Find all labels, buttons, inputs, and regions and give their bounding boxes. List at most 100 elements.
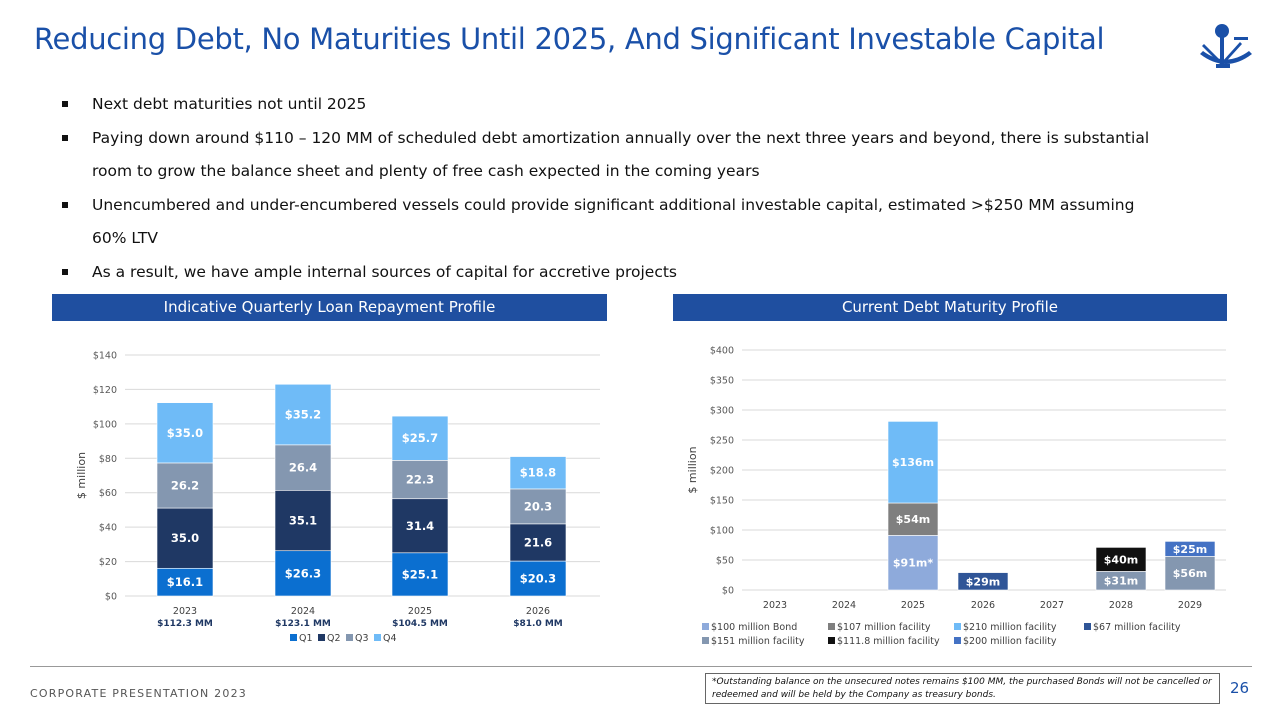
- legend-entry: Q4: [383, 633, 397, 644]
- data-label: $35.0: [167, 426, 203, 440]
- footer-divider: [30, 666, 1252, 667]
- legend-entry: $67 million facility: [1093, 622, 1181, 633]
- legend-swatch: [346, 634, 353, 641]
- bar-segment: [1095, 547, 1147, 572]
- legend-entry: $200 million facility: [963, 636, 1057, 647]
- legend-entry: $151 million facility: [711, 636, 805, 647]
- bar-segment: [509, 523, 567, 562]
- legend-swatch: [318, 634, 325, 641]
- data-label: 20.3: [524, 499, 552, 513]
- x-tick-label: 2024: [291, 606, 315, 617]
- y-tick-label: $300: [710, 406, 734, 417]
- category-total: $123.1 MM: [275, 619, 331, 629]
- x-tick-label: 2024: [832, 600, 856, 611]
- data-label: $56m: [1173, 567, 1207, 580]
- bullet-item: Next debt maturities not until 2025: [62, 88, 1172, 122]
- bar-segment: [391, 460, 449, 500]
- y-tick-label: $100: [93, 419, 117, 430]
- x-tick-label: 2023: [763, 600, 787, 611]
- data-label: $91m*: [893, 557, 933, 570]
- legend-swatch: [290, 634, 297, 641]
- page-title: Reducing Debt, No Maturities Until 2025,…: [34, 22, 1105, 56]
- legend-swatch: [1084, 623, 1091, 630]
- data-label: $25m: [1173, 543, 1207, 556]
- bar-segment: [1164, 556, 1216, 591]
- data-label: 35.0: [171, 531, 199, 545]
- x-tick-label: 2027: [1040, 600, 1064, 611]
- data-label: 21.6: [524, 535, 552, 549]
- x-tick-label: 2023: [173, 606, 197, 617]
- footer-text: CORPORATE PRESENTATION 2023: [30, 687, 247, 700]
- legend-entry: Q1: [299, 633, 313, 644]
- y-tick-label: $40: [99, 523, 117, 534]
- data-label: $20.3: [520, 572, 556, 586]
- data-label: $35.2: [285, 408, 321, 422]
- footnote: *Outstanding balance on the unsecured no…: [705, 673, 1220, 704]
- legend-entry: $107 million facility: [837, 622, 931, 633]
- bullet-item: Paying down around $110 – 120 MM of sche…: [62, 122, 1172, 189]
- bullet-item: As a result, we have ample internal sour…: [62, 256, 1172, 290]
- y-axis-label: $ million: [75, 452, 88, 499]
- bar-segment: [274, 550, 332, 597]
- bar-segment: [156, 567, 214, 597]
- data-label: $29m: [966, 575, 1000, 588]
- bar-segment: [156, 507, 214, 569]
- data-label: 22.3: [406, 473, 434, 487]
- data-label: $40m: [1104, 553, 1138, 566]
- chart2-header: Current Debt Maturity Profile: [673, 294, 1227, 321]
- bar-segment: [274, 490, 332, 552]
- bar-segment: [391, 415, 449, 461]
- category-total: $112.3 MM: [157, 619, 213, 629]
- data-label: 26.2: [171, 478, 199, 492]
- x-tick-label: 2026: [971, 600, 995, 611]
- x-tick-label: 2026: [526, 606, 550, 617]
- bar-segment: [509, 456, 567, 490]
- x-tick-label: 2025: [901, 600, 925, 611]
- bar-segment: [509, 488, 567, 525]
- data-label: $136m: [892, 456, 934, 469]
- bar-segment: [156, 402, 214, 464]
- data-label: $25.1: [402, 567, 438, 581]
- y-tick-label: $200: [710, 466, 734, 477]
- y-tick-label: $50: [716, 556, 734, 567]
- y-tick-label: $0: [722, 586, 734, 597]
- legend-entry: $210 million facility: [963, 622, 1057, 633]
- page-number: 26: [1230, 679, 1250, 697]
- bullet-item: Unencumbered and under-encumbered vessel…: [62, 189, 1172, 256]
- y-tick-label: $250: [710, 436, 734, 447]
- bullet-list: Next debt maturities not until 2025 Payi…: [62, 88, 1172, 289]
- y-tick-label: $150: [710, 496, 734, 507]
- bar-segment: [957, 572, 1009, 591]
- data-label: $25.7: [402, 431, 438, 445]
- legend-swatch: [828, 623, 835, 630]
- legend-entry: $100 million Bond: [711, 622, 797, 633]
- y-tick-label: $120: [93, 385, 117, 396]
- chart1-header: Indicative Quarterly Loan Repayment Prof…: [52, 294, 607, 321]
- data-label: 35.1: [289, 514, 317, 528]
- y-axis-label: $ million: [686, 446, 699, 493]
- legend-entry: $111.8 million facility: [837, 636, 940, 647]
- data-label: $54m: [896, 513, 930, 526]
- legend-entry: Q2: [327, 633, 341, 644]
- category-total: $104.5 MM: [392, 619, 448, 629]
- legend-swatch: [702, 623, 709, 630]
- bar-segment: [274, 383, 332, 446]
- bar-segment: [156, 462, 214, 509]
- data-label: $31m: [1104, 575, 1138, 588]
- y-tick-label: $80: [99, 454, 117, 465]
- x-tick-label: 2025: [408, 606, 432, 617]
- data-label: $26.3: [285, 566, 321, 580]
- data-label: $16.1: [167, 575, 203, 589]
- y-tick-label: $20: [99, 557, 117, 568]
- legend-swatch: [702, 637, 709, 644]
- category-total: $81.0 MM: [513, 619, 563, 629]
- bar-segment: [391, 552, 449, 597]
- legend-swatch: [954, 637, 961, 644]
- bar-segment: [1164, 541, 1216, 557]
- y-tick-label: $350: [710, 376, 734, 387]
- bar-segment: [887, 502, 939, 536]
- x-tick-label: 2028: [1109, 600, 1133, 611]
- y-tick-label: $140: [93, 351, 117, 362]
- bar-segment: [509, 560, 567, 597]
- sextant-logo-icon: [1200, 24, 1252, 68]
